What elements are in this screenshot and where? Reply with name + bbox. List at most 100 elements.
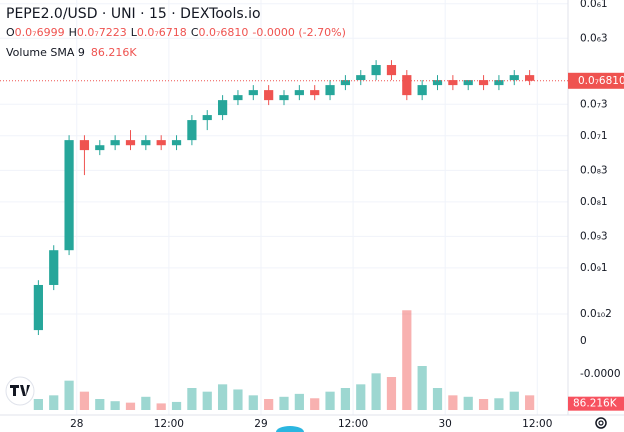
volume-bar bbox=[310, 398, 320, 410]
volume-bar bbox=[248, 395, 258, 410]
y-tick-label: 0.0₉3 bbox=[580, 230, 608, 242]
candle-body bbox=[509, 75, 519, 81]
candle-body bbox=[95, 145, 105, 151]
candle-body bbox=[356, 75, 366, 81]
candle-body bbox=[141, 140, 151, 146]
y-tick-label: 0.0₆1 bbox=[580, 0, 608, 10]
x-tick-label: 29 bbox=[254, 418, 267, 430]
candle-body bbox=[294, 90, 304, 96]
volume-bar bbox=[217, 384, 228, 410]
volume-bar bbox=[156, 403, 166, 410]
volume-bar bbox=[294, 393, 304, 410]
volume-legend: Volume SMA 9 86.216K bbox=[6, 46, 137, 59]
volume-bar bbox=[448, 395, 458, 410]
candle-body bbox=[402, 75, 412, 96]
volume-bar bbox=[463, 396, 473, 410]
candle-body bbox=[417, 85, 427, 96]
candle-body bbox=[79, 140, 90, 151]
settings-icon[interactable] bbox=[595, 417, 607, 429]
volume-bar bbox=[33, 399, 43, 410]
volume-bar bbox=[371, 373, 381, 410]
volume-sma-tag bbox=[568, 396, 624, 411]
y-tick-label: 0.0₇3 bbox=[580, 98, 608, 110]
volume-bar bbox=[233, 389, 243, 410]
candle-body bbox=[371, 65, 381, 76]
volume-legend-value: 86.216K bbox=[91, 46, 137, 59]
candle-body bbox=[187, 120, 197, 141]
volume-bar bbox=[110, 401, 120, 410]
volume-bar bbox=[525, 395, 535, 410]
volume-bar bbox=[432, 388, 443, 410]
volume-bar bbox=[49, 395, 59, 410]
candle-body bbox=[64, 140, 74, 251]
volume-bar bbox=[141, 396, 151, 410]
candle-body bbox=[233, 95, 243, 101]
candle-body bbox=[525, 75, 535, 81]
ohlc-change: -0.0000 (-2.70%) bbox=[252, 26, 345, 39]
candle-body bbox=[171, 140, 182, 146]
ohlc-legend: O0.0₇6999 H0.0₇7223 L0.0₇6718 C0.0₇6810 -0.0… bbox=[6, 26, 346, 39]
candle-body bbox=[478, 80, 489, 86]
volume-bar bbox=[402, 310, 412, 410]
y-tick-label: 0.0₇1 bbox=[580, 130, 608, 142]
y-tick-label: 0.0₁₀2 bbox=[580, 308, 612, 320]
last-price-tag bbox=[568, 72, 624, 89]
volume-sma-tag-label: 86.216K bbox=[573, 398, 618, 410]
volume-bar bbox=[95, 399, 105, 410]
volume-bar bbox=[64, 380, 74, 410]
candle-body bbox=[463, 80, 473, 86]
ohlc-key: L bbox=[131, 26, 138, 39]
ohlc-key: C bbox=[191, 26, 199, 39]
volume-bar bbox=[417, 366, 427, 410]
volume-axis-label: 0 bbox=[580, 335, 587, 347]
candle-body bbox=[432, 80, 443, 86]
candle-body bbox=[310, 90, 320, 96]
candle-body bbox=[248, 90, 258, 96]
volume-bar bbox=[264, 399, 274, 410]
candle-body bbox=[494, 80, 504, 86]
volume-bar bbox=[202, 391, 212, 410]
x-tick-label: 12:00 bbox=[522, 418, 552, 430]
candle-body bbox=[156, 140, 166, 146]
candle-body bbox=[217, 100, 228, 116]
volume-bar bbox=[478, 399, 489, 410]
volume-pane bbox=[33, 310, 535, 410]
ohlc-value: 0.0₇7223 bbox=[77, 26, 127, 39]
y-tick-label: 0.0₈3 bbox=[580, 164, 608, 176]
volume-bar bbox=[386, 377, 397, 410]
y-tick-label: 0.0₈1 bbox=[580, 196, 608, 208]
candle-body bbox=[33, 284, 43, 331]
candle-body bbox=[110, 140, 120, 146]
x-tick-label: 30 bbox=[439, 418, 452, 430]
x-tick-label: 28 bbox=[70, 418, 83, 430]
candle-body bbox=[49, 250, 59, 285]
last-price-label: 0.0₇6810 bbox=[578, 75, 624, 87]
y-tick-label: 0.0₆3 bbox=[580, 32, 608, 44]
x-tick-label: 12:00 bbox=[338, 418, 368, 430]
ohlc-value: 0.0₇6999 bbox=[15, 26, 65, 39]
candle-body bbox=[202, 115, 212, 121]
ohlc-value: 0.0₇6718 bbox=[137, 26, 187, 39]
ohlc-key: O bbox=[6, 26, 15, 39]
grid bbox=[0, 0, 568, 415]
volume-bar bbox=[187, 388, 197, 410]
volume-bar bbox=[125, 402, 136, 410]
volume-bar bbox=[494, 398, 504, 410]
volume-bar bbox=[325, 391, 335, 410]
candle-body bbox=[264, 90, 274, 101]
legend: PEPE2.0/USD · UNI · 15 · DEXTools.io O0.… bbox=[6, 6, 346, 59]
volume-axis-label: -0.0000 bbox=[580, 368, 621, 380]
chart-title: PEPE2.0/USD · UNI · 15 · DEXTools.io bbox=[6, 6, 261, 22]
candle-body bbox=[386, 65, 397, 76]
candle-body bbox=[279, 95, 289, 101]
x-tick-label: 12:00 bbox=[154, 418, 184, 430]
volume-bar bbox=[79, 391, 90, 410]
y-tick-label: 0.0₉1 bbox=[580, 262, 608, 274]
volume-bar bbox=[171, 401, 182, 410]
volume-bar bbox=[340, 388, 351, 410]
volume-legend-name: Volume SMA 9 bbox=[6, 46, 85, 59]
